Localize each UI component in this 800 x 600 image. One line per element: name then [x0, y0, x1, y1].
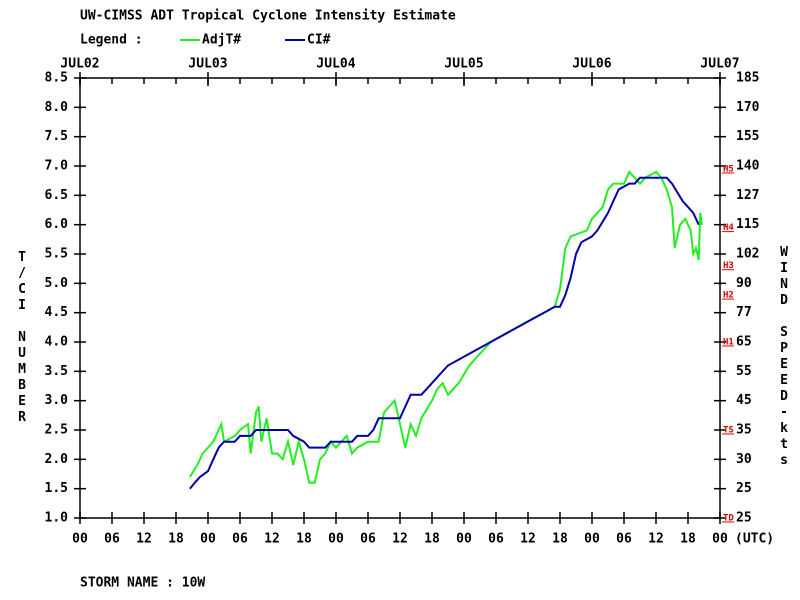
- y-tick-label: 4.0: [45, 335, 69, 350]
- y2-tick-label: 115: [736, 217, 759, 232]
- y2-tick-label: 77: [736, 305, 752, 320]
- y-tick-label: 5.5: [45, 247, 68, 262]
- x-tick-label: 18: [424, 532, 440, 547]
- x2-tick-label: JUL06: [572, 57, 611, 72]
- legend-entry: AdjT#: [202, 33, 241, 48]
- x-tick-label: 00: [712, 532, 728, 547]
- x-tick-label: 00: [72, 532, 88, 547]
- legend-label: Legend :: [80, 33, 143, 48]
- category-label: H2: [723, 291, 734, 301]
- series-line: [189, 176, 700, 490]
- x-tick-label: 06: [616, 532, 632, 547]
- x-tick-label: 18: [296, 532, 312, 547]
- legend-entry: CI#: [307, 33, 331, 48]
- x-tick-label: 00: [328, 532, 344, 547]
- chart-title: UW-CIMSS ADT Tropical Cyclone Intensity …: [80, 9, 456, 24]
- y-tick-label: 6.5: [45, 188, 68, 203]
- x-tick-label: 18: [168, 532, 184, 547]
- x-tick-label: 12: [392, 532, 408, 547]
- y-tick-label: 8.0: [45, 100, 69, 115]
- category-label: H1: [723, 338, 734, 348]
- category-label: H3: [723, 261, 734, 271]
- x-axis-label: (UTC): [735, 532, 774, 547]
- x-tick-label: 18: [552, 532, 568, 547]
- y-tick-label: 3.5: [45, 364, 68, 379]
- y2-tick-label: 55: [736, 364, 752, 379]
- x2-tick-label: JUL07: [700, 57, 739, 72]
- y-tick-label: 7.0: [45, 159, 69, 174]
- y-tick-label: 8.5: [45, 71, 68, 86]
- y2-tick-label: 45: [736, 393, 752, 408]
- x-tick-label: 12: [520, 532, 536, 547]
- y-tick-label: 7.5: [45, 129, 68, 144]
- y-tick-label: 1.0: [45, 511, 69, 526]
- y2-tick-label: 127: [736, 188, 759, 203]
- footer: STORM NAME : 10W: [80, 576, 205, 591]
- y2-tick-label: 170: [736, 100, 760, 115]
- category-label: H5: [723, 164, 734, 174]
- y-tick-label: 6.0: [45, 217, 69, 232]
- y2-tick-label: 25: [736, 511, 752, 526]
- y-tick-label: 2.0: [45, 452, 69, 467]
- x-tick-label: 06: [232, 532, 248, 547]
- category-label: H4: [723, 223, 734, 233]
- y-tick-label: 1.5: [45, 481, 68, 496]
- y-tick-label: 4.5: [45, 305, 68, 320]
- x-tick-label: 12: [648, 532, 664, 547]
- x-tick-label: 06: [488, 532, 504, 547]
- y-tick-label: 2.5: [45, 423, 68, 438]
- y2-tick-label: 140: [736, 159, 760, 174]
- x-tick-label: 00: [200, 532, 216, 547]
- y2-tick-label: 155: [736, 129, 759, 144]
- x2-tick-label: JUL04: [316, 57, 355, 72]
- y2-axis-label: WIND SPEED-kts: [777, 245, 792, 469]
- x-tick-label: 06: [104, 532, 120, 547]
- y-axis-label: T/CI NUMBER: [15, 250, 30, 426]
- y2-tick-label: 30: [736, 452, 752, 467]
- series-line: [189, 170, 703, 484]
- y-tick-label: 3.0: [45, 393, 69, 408]
- x2-tick-label: JUL03: [188, 57, 227, 72]
- category-label: TS: [723, 426, 734, 436]
- y-tick-label: 5.0: [45, 276, 69, 291]
- y2-tick-label: 25: [736, 481, 752, 496]
- x-tick-label: 00: [456, 532, 472, 547]
- x2-tick-label: JUL02: [60, 57, 99, 72]
- x2-tick-label: JUL05: [444, 57, 483, 72]
- x-tick-label: 00: [584, 532, 600, 547]
- x-tick-label: 12: [264, 532, 280, 547]
- y2-tick-label: 102: [736, 247, 759, 262]
- x-tick-label: 18: [680, 532, 696, 547]
- x-tick-label: 12: [136, 532, 152, 547]
- y2-tick-label: 65: [736, 335, 752, 350]
- x-tick-label: 06: [360, 532, 376, 547]
- y2-tick-label: 35: [736, 423, 752, 438]
- plot-frame: [79, 77, 721, 519]
- y2-tick-label: 185: [736, 71, 759, 86]
- y2-tick-label: 90: [736, 276, 752, 291]
- category-label: TD: [723, 514, 734, 524]
